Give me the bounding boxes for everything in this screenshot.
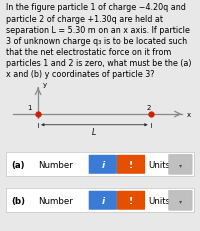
Text: In the figure particle 1 of charge −4.20q and
particle 2 of charge +1.30q are he: In the figure particle 1 of charge −4.20… bbox=[6, 3, 192, 79]
Text: ▾: ▾ bbox=[179, 198, 182, 203]
FancyBboxPatch shape bbox=[117, 155, 145, 174]
Text: y: y bbox=[43, 82, 47, 88]
FancyBboxPatch shape bbox=[89, 191, 117, 210]
Text: x: x bbox=[187, 112, 191, 118]
Text: Units: Units bbox=[148, 196, 170, 205]
Text: ▾: ▾ bbox=[179, 163, 182, 167]
FancyBboxPatch shape bbox=[117, 191, 145, 210]
Text: L: L bbox=[92, 127, 96, 136]
FancyBboxPatch shape bbox=[169, 155, 192, 175]
Text: Units: Units bbox=[148, 160, 170, 169]
FancyBboxPatch shape bbox=[169, 190, 192, 210]
Text: !: ! bbox=[129, 160, 133, 169]
Text: (a): (a) bbox=[12, 160, 25, 169]
Text: Number: Number bbox=[38, 196, 73, 205]
Text: i: i bbox=[101, 160, 104, 169]
Text: !: ! bbox=[129, 196, 133, 205]
Text: 1: 1 bbox=[27, 104, 31, 110]
Text: i: i bbox=[101, 196, 104, 205]
Text: (b): (b) bbox=[12, 196, 26, 205]
Text: Number: Number bbox=[38, 160, 73, 169]
Text: 2: 2 bbox=[146, 104, 151, 110]
FancyBboxPatch shape bbox=[89, 155, 117, 174]
